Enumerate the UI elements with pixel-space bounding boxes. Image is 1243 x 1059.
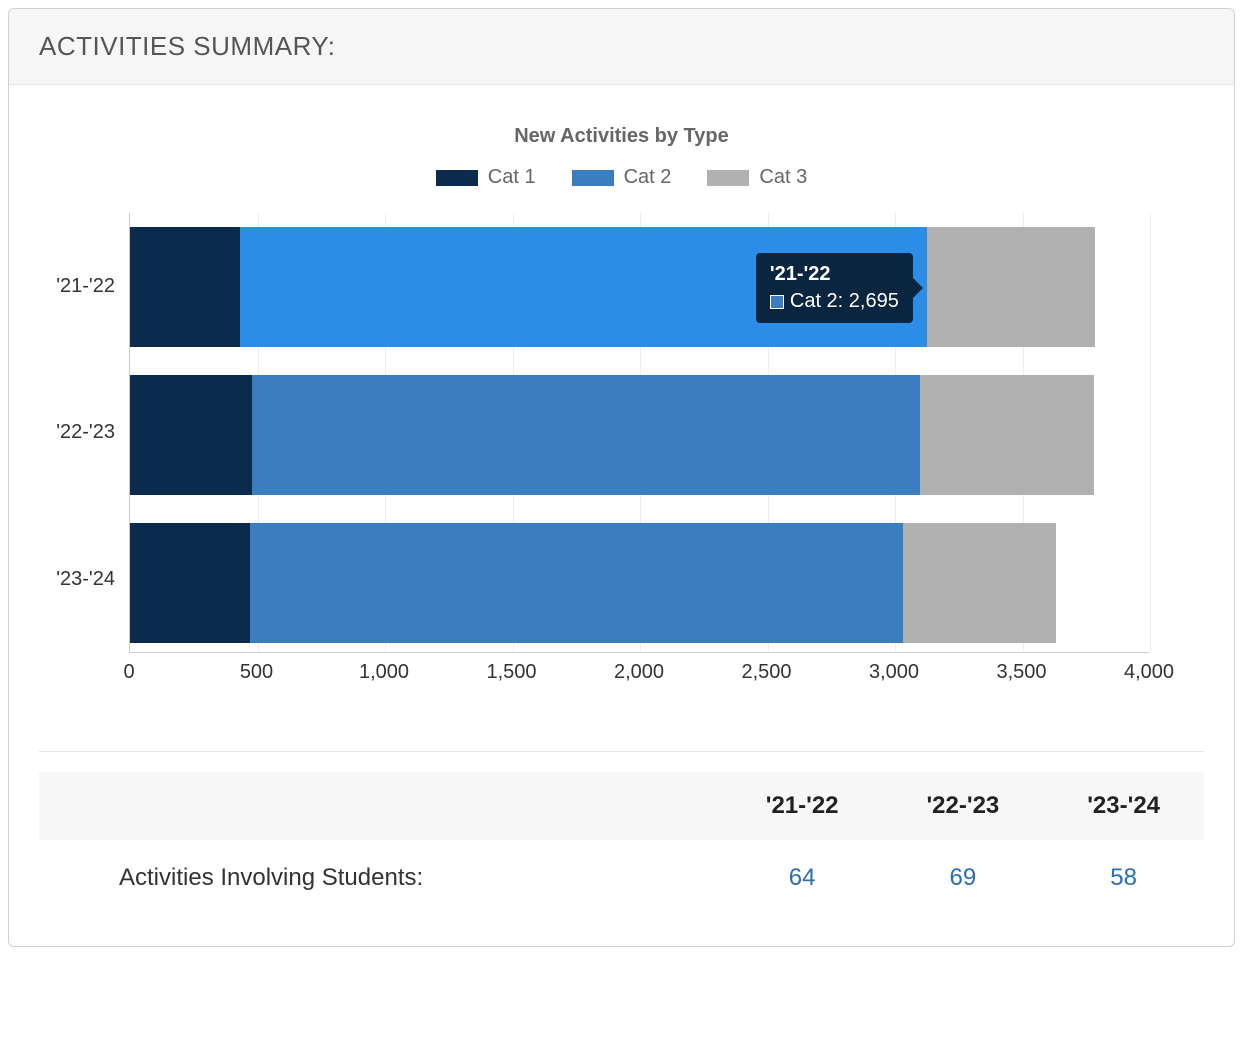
table-header-row: '21-'22'22-'23'23-'24: [39, 772, 1204, 840]
chart-title: New Activities by Type: [39, 125, 1204, 148]
bar-segment-cat-2[interactable]: [250, 523, 903, 643]
x-axis-label: 4,000: [1124, 661, 1174, 684]
legend-label: Cat 3: [759, 166, 807, 189]
chart-tooltip: '21-'22 Cat 2: 2,695: [756, 253, 913, 323]
legend-swatch: [572, 170, 614, 186]
y-axis-label: '23-'24: [56, 520, 115, 640]
legend-swatch: [436, 170, 478, 186]
bar-segment-cat-1[interactable]: [130, 227, 240, 347]
bar-segment-cat-1[interactable]: [130, 375, 252, 495]
bar-row: [130, 375, 1094, 495]
x-axis-label: 2,500: [741, 661, 791, 684]
legend-item-cat-2[interactable]: Cat 2: [572, 166, 672, 189]
table-cell: 58: [1043, 840, 1204, 916]
bar-segment-cat-3[interactable]: [927, 227, 1095, 347]
section-divider: [39, 751, 1204, 752]
chart-plot: '21-'22 Cat 2: 2,695: [129, 213, 1149, 653]
legend-item-cat-3[interactable]: Cat 3: [707, 166, 807, 189]
x-axis-label: 500: [240, 661, 273, 684]
legend-item-cat-1[interactable]: Cat 1: [436, 166, 536, 189]
chart-section: New Activities by Type Cat 1 Cat 2 Cat 3 '…: [9, 85, 1234, 721]
x-axis-label: 0: [123, 661, 134, 684]
table-header-cell: '21-'22: [722, 772, 883, 840]
panel-header: ACTIVITIES SUMMARY:: [9, 9, 1234, 85]
x-axis-label: 3,500: [996, 661, 1046, 684]
table-header-cell: '23-'24: [1043, 772, 1204, 840]
table-value-link[interactable]: 69: [950, 864, 977, 891]
panel-title: ACTIVITIES SUMMARY:: [39, 31, 1204, 62]
x-axis-label: 1,500: [486, 661, 536, 684]
table-cell: 64: [722, 840, 883, 916]
x-axis-label: 3,000: [869, 661, 919, 684]
bar-row: [130, 227, 1095, 347]
y-axis-label: '22-'23: [56, 373, 115, 493]
grid-line: [1150, 213, 1151, 652]
table-value-link[interactable]: 64: [789, 864, 816, 891]
chart-body: '21-'22 '22-'23 '23-'24 '21-'22 Cat 2: 2,69…: [39, 213, 1204, 701]
table-header-cell: [39, 772, 722, 840]
y-axis-label: '21-'22: [56, 226, 115, 346]
tooltip-row: Cat 2: 2,695: [770, 290, 899, 313]
plot-wrap: '21-'22Cat 2: 2,695 05001,0001,5002,0002…: [129, 213, 1204, 701]
tooltip-title: '21-'22: [770, 263, 899, 286]
table-row-label: Activities Involving Students:: [39, 840, 722, 916]
bar-segment-cat-3[interactable]: [920, 375, 1093, 495]
table-section: '21-'22'22-'23'23-'24 Activities Involvi…: [9, 772, 1234, 946]
legend-label: Cat 2: [624, 166, 672, 189]
legend-swatch: [707, 170, 749, 186]
legend-label: Cat 1: [488, 166, 536, 189]
x-axis-label: 2,000: [614, 661, 664, 684]
bar-segment-cat-1[interactable]: [130, 523, 250, 643]
bar-segment-cat-3[interactable]: [903, 523, 1056, 643]
activities-summary-panel: ACTIVITIES SUMMARY: New Activities by Ty…: [8, 8, 1235, 947]
x-axis-label: 1,000: [359, 661, 409, 684]
table-header-cell: '22-'23: [883, 772, 1044, 840]
bar-row: [130, 523, 1056, 643]
summary-table: '21-'22'22-'23'23-'24 Activities Involvi…: [39, 772, 1204, 916]
table-row: Activities Involving Students: 64 69 58: [39, 840, 1204, 916]
tooltip-swatch: [770, 295, 784, 309]
tooltip-value: Cat 2: 2,695: [790, 290, 899, 313]
chart-legend: Cat 1 Cat 2 Cat 3: [39, 166, 1204, 189]
y-axis-labels: '21-'22 '22-'23 '23-'24: [39, 213, 129, 653]
table-value-link[interactable]: 58: [1110, 864, 1137, 891]
table-cell: 69: [883, 840, 1044, 916]
bar-segment-cat-2[interactable]: [252, 375, 920, 495]
x-axis-labels: 05001,0001,5002,0002,5003,0003,5004,000: [129, 661, 1149, 701]
